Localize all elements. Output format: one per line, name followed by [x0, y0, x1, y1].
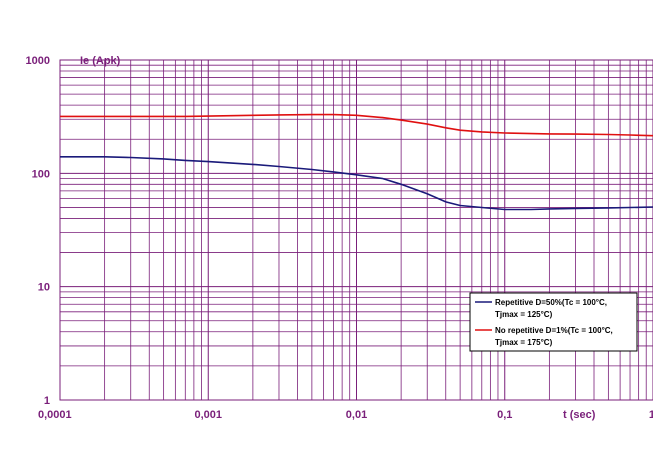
legend-label-no-repetitive-line2: Tjmax = 175°C)	[495, 338, 553, 347]
legend: Repetitive D=50%(Tc = 100°C, Tjmax = 125…	[469, 292, 638, 352]
series-line-repetitive	[60, 156, 653, 211]
y-tick-label: 10	[38, 282, 50, 294]
x-axis-label: t (sec)	[563, 409, 596, 421]
series-line-no-repetitive	[60, 113, 653, 137]
legend-label-repetitive: Repetitive D=50%(Tc = 100°C,	[495, 298, 607, 307]
x-tick-label: 0,001	[194, 409, 222, 421]
x-tick-label: 0,1	[497, 409, 512, 421]
x-tick-label: 1	[649, 409, 653, 421]
chart-series	[60, 113, 653, 211]
y-tick-label: 1000	[26, 55, 50, 67]
x-tick-label: 0,01	[346, 409, 367, 421]
y-tick-label: 1	[44, 395, 50, 407]
x-tick-label: 0,0001	[38, 409, 72, 421]
tick-labels: 0,0001 0,001 0,01 0,1 1 1 10 100 1000	[26, 55, 653, 421]
legend-label-repetitive-line2: Tjmax = 125°C)	[495, 310, 553, 319]
legend-label-no-repetitive: No repetitive D=1%(Tc = 100°C,	[495, 326, 613, 335]
y-axis-label: Ie (Apk)	[80, 55, 121, 67]
legend-box	[469, 292, 638, 352]
y-tick-label: 100	[32, 168, 50, 180]
plot-frame	[59, 59, 653, 401]
